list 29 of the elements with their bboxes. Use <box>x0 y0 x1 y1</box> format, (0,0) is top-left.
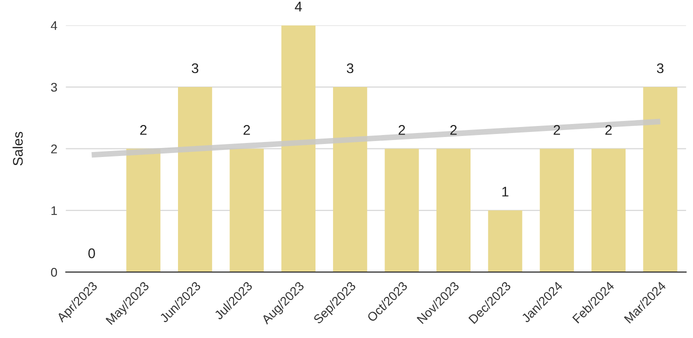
bar <box>643 87 678 272</box>
data-label: 3 <box>346 63 354 74</box>
bar <box>540 148 574 272</box>
data-label: 2 <box>450 125 457 135</box>
data-label: 2 <box>554 125 560 135</box>
bar <box>281 25 316 272</box>
data-label: 3 <box>656 63 664 74</box>
y-tick-label: 1 <box>52 206 57 215</box>
data-label: 3 <box>192 63 198 74</box>
bar <box>591 148 626 272</box>
bar <box>436 148 471 272</box>
data-label: 2 <box>244 125 250 135</box>
bar <box>333 87 368 272</box>
data-label: 1 <box>502 186 508 196</box>
bar <box>230 148 264 272</box>
bar <box>178 87 212 272</box>
data-label: 2 <box>140 125 147 135</box>
data-label: 0 <box>88 248 95 258</box>
data-label: 2 <box>398 125 405 135</box>
bar <box>488 210 522 272</box>
bar <box>126 148 160 272</box>
y-tick-label: 2 <box>51 144 57 154</box>
y-tick-label: 0 <box>51 268 58 277</box>
data-label: 4 <box>294 2 302 12</box>
bar <box>384 148 419 272</box>
y-tick-label: 4 <box>50 21 58 30</box>
y-tick-label: 3 <box>51 82 57 92</box>
y-axis-title: Sales <box>12 132 23 166</box>
data-label: 2 <box>605 125 612 135</box>
